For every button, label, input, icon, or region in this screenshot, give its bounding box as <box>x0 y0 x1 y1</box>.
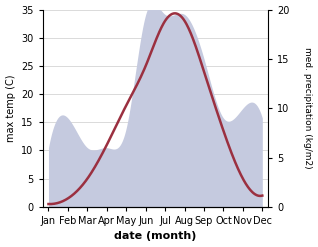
X-axis label: date (month): date (month) <box>114 231 197 242</box>
Y-axis label: med. precipitation (kg/m2): med. precipitation (kg/m2) <box>303 47 313 169</box>
Y-axis label: max temp (C): max temp (C) <box>5 74 16 142</box>
